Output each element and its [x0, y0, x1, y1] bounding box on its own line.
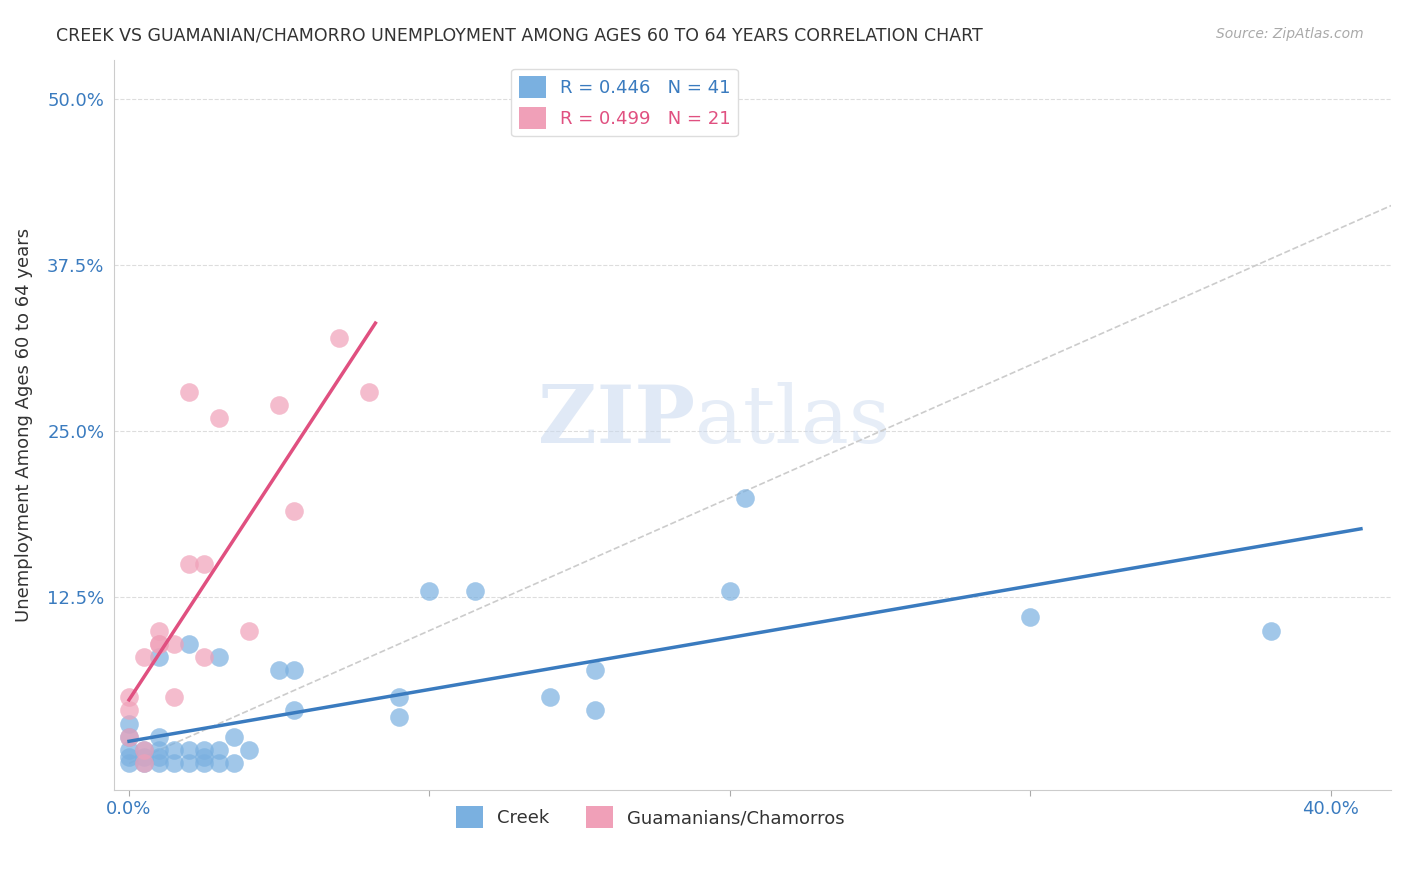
Point [148, 624, 170, 638]
Point [118, 749, 141, 764]
Point [269, 398, 291, 412]
Point [118, 690, 141, 704]
Point [148, 650, 170, 665]
Point [208, 756, 231, 771]
Text: CREEK VS GUAMANIAN/CHAMORRO UNEMPLOYMENT AMONG AGES 60 TO 64 YEARS CORRELATION C: CREEK VS GUAMANIAN/CHAMORRO UNEMPLOYMENT… [56, 27, 983, 45]
Point [359, 384, 381, 399]
Point [583, 664, 606, 678]
Point [224, 730, 246, 744]
Y-axis label: Unemployment Among Ages 60 to 64 years: Unemployment Among Ages 60 to 64 years [15, 227, 32, 622]
Point [1019, 610, 1042, 624]
Point [148, 637, 170, 651]
Point [193, 650, 215, 665]
Point [283, 504, 305, 518]
Point [177, 384, 200, 399]
Point [148, 730, 170, 744]
Point [1260, 624, 1282, 638]
Point [177, 637, 200, 651]
Point [193, 743, 215, 757]
Point [132, 756, 155, 771]
Point [132, 749, 155, 764]
Text: ZIP: ZIP [538, 382, 695, 460]
Point [118, 743, 141, 757]
Point [177, 756, 200, 771]
Point [583, 703, 606, 717]
Point [238, 624, 260, 638]
Point [177, 557, 200, 571]
Point [148, 756, 170, 771]
Point [163, 743, 186, 757]
Point [224, 756, 246, 771]
Point [388, 690, 411, 704]
Point [118, 730, 141, 744]
Point [132, 650, 155, 665]
Point [328, 331, 350, 345]
Text: atlas: atlas [695, 382, 890, 460]
Point [283, 703, 305, 717]
Point [208, 650, 231, 665]
Point [464, 583, 486, 598]
Point [148, 743, 170, 757]
Point [132, 743, 155, 757]
Point [118, 756, 141, 771]
Point [132, 756, 155, 771]
Point [388, 710, 411, 724]
Legend: Creek, Guamanians/Chamorros: Creek, Guamanians/Chamorros [449, 799, 852, 836]
Point [208, 411, 231, 425]
Point [118, 703, 141, 717]
Point [118, 716, 141, 731]
Point [418, 583, 440, 598]
Point [238, 743, 260, 757]
Point [283, 664, 305, 678]
Point [132, 743, 155, 757]
Point [193, 749, 215, 764]
Point [718, 583, 741, 598]
Point [734, 491, 756, 505]
Point [177, 743, 200, 757]
Point [193, 756, 215, 771]
Point [148, 749, 170, 764]
Point [193, 557, 215, 571]
Point [538, 690, 561, 704]
Point [163, 690, 186, 704]
Point [208, 743, 231, 757]
Point [148, 637, 170, 651]
Text: Source: ZipAtlas.com: Source: ZipAtlas.com [1216, 27, 1364, 41]
Point [163, 756, 186, 771]
Point [118, 730, 141, 744]
Point [163, 637, 186, 651]
Point [269, 664, 291, 678]
